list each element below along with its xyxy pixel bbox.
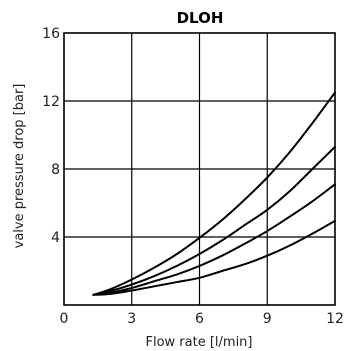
x-tick-label: 9 bbox=[263, 311, 272, 327]
series-curve-4 bbox=[92, 219, 336, 296]
series-curves bbox=[92, 91, 336, 296]
plot-frame bbox=[63, 32, 336, 306]
y-tick-label: 12 bbox=[42, 94, 60, 110]
x-tick-label: 12 bbox=[326, 311, 344, 327]
y-axis-label: valve pressure drop [bar] bbox=[12, 84, 27, 249]
tick-labels: 0 3 6 9 12 4 8 12 16 bbox=[42, 26, 344, 327]
x-axis-label: Flow rate [l/min] bbox=[146, 335, 253, 350]
series-curve-2 bbox=[92, 145, 336, 296]
x-tick-label: 0 bbox=[60, 311, 69, 327]
x-tick-label: 3 bbox=[127, 311, 136, 327]
y-tick-label: 16 bbox=[42, 26, 60, 42]
series-curve-3 bbox=[92, 183, 336, 296]
y-tick-label: 4 bbox=[51, 230, 60, 246]
chart-title: DLOH bbox=[177, 9, 224, 27]
x-tick-label: 6 bbox=[195, 311, 204, 327]
series-curve-1 bbox=[92, 91, 336, 296]
grid-lines bbox=[64, 33, 335, 305]
y-tick-label: 8 bbox=[51, 162, 60, 178]
